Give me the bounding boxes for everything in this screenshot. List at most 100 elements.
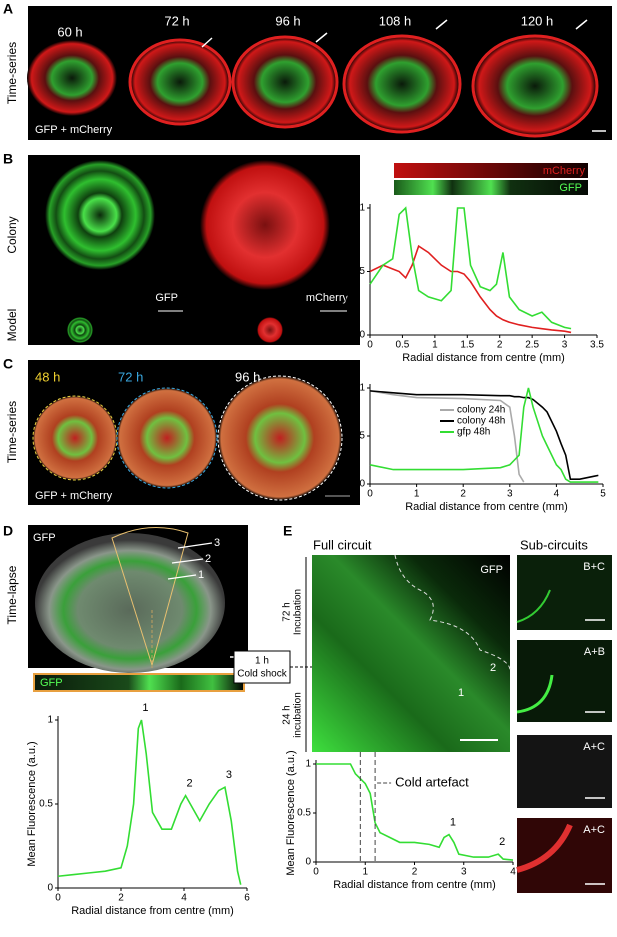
data-line [369, 387, 599, 483]
panel-c: C Time-series 48 h 72 h 96 h GFP + mCher… [3, 356, 360, 505]
y-axis-label: Mean Fluorescence (a.u.) [285, 750, 297, 875]
ring-label: 3 [214, 537, 220, 549]
colony-image [200, 160, 330, 290]
y-tick-label: 0 [359, 330, 365, 341]
intensity-strip [394, 163, 588, 178]
data-line [369, 390, 525, 483]
colony-edge [394, 554, 511, 671]
sub-label: A+C [583, 741, 605, 753]
sub-image-ring [516, 589, 551, 623]
x-tick-label: 4 [554, 489, 560, 500]
x-tick-label: 3 [461, 867, 467, 878]
intensity-strip [394, 180, 588, 195]
phase-box [233, 650, 291, 684]
x-axis-label: Radial distance from centre (mm) [333, 879, 496, 891]
strip-label: GFP [40, 677, 63, 689]
x-tick-label: 4 [510, 867, 516, 878]
colony-image [217, 375, 343, 501]
time-label: 72 h [118, 369, 143, 384]
ring-label: 1 [198, 569, 204, 581]
time-label: 48 h [35, 369, 60, 384]
ring-label: 2 [490, 662, 496, 674]
caption: GFP + mCherry [35, 124, 113, 136]
phase-label: 24 h [282, 705, 293, 724]
artefact-label: Cold artefact [395, 774, 469, 789]
sub-label: A+B [584, 646, 605, 658]
data-line [57, 719, 242, 885]
panel-title: Sub-circuits [520, 537, 588, 552]
image-label: GFP [155, 292, 178, 304]
x-tick-label: 0 [367, 340, 373, 351]
x-tick-label: 3 [562, 340, 568, 351]
x-tick-label: 2 [497, 340, 503, 351]
panel-e: E Full circuit Sub-circuits GFP 1 2 72 h… [233, 523, 612, 893]
ring-label: 2 [205, 553, 211, 565]
row-label: Colony [5, 216, 19, 253]
x-tick-label: 2 [412, 867, 418, 878]
arrows [201, 19, 588, 48]
x-tick-label: 1 [362, 867, 368, 878]
sub-image-ring [516, 823, 573, 873]
data-line [316, 763, 514, 861]
sector-outline [111, 527, 189, 667]
x-tick-label: 2 [118, 893, 124, 904]
x-tick-label: 1 [432, 340, 438, 351]
panel-letter: A [3, 1, 13, 17]
y-tick-label: 1 [359, 383, 365, 394]
caption: GFP + mCherry [35, 490, 113, 502]
colony-image [231, 35, 339, 129]
y-tick-label: 0 [305, 857, 311, 868]
image-label: mCherry [306, 292, 349, 304]
panel-letter: B [3, 151, 13, 167]
panel-letter: D [3, 523, 13, 539]
side-label: Time-series [5, 401, 19, 463]
peak-label: 2 [499, 836, 505, 848]
strip-label: GFP [559, 182, 582, 194]
x-tick-label: 0 [367, 489, 373, 500]
colony-image [35, 533, 225, 673]
panel-d: D Time-lapse GFP 3 2 1 GFP [3, 523, 248, 692]
data-line [369, 206, 572, 330]
sub-image [517, 555, 612, 630]
time-label: 120 h [521, 13, 554, 28]
x-tick-label: 4 [181, 893, 187, 904]
side-label: Time-lapse [5, 565, 19, 624]
phase-label: Cold shock [237, 669, 287, 680]
y-tick-label: 1 [359, 203, 365, 214]
colony-image [32, 395, 118, 481]
x-tick-label: 3.5 [590, 340, 604, 351]
phase-label: Incubation [293, 589, 304, 635]
x-tick-label: 2.5 [525, 340, 539, 351]
panel-title: Full circuit [313, 537, 372, 552]
peak-label: 2 [187, 778, 193, 790]
time-label: 60 h [57, 24, 82, 39]
sub-image-ring [516, 674, 554, 714]
y-tick-label: 1 [47, 715, 53, 726]
x-axis-label: Radial distance from centre (mm) [402, 352, 565, 364]
colony-image [116, 387, 218, 489]
panel-a: A Time-series 60 h 72 h 96 h 108 h 120 h… [3, 1, 612, 140]
scale-bars [585, 619, 605, 885]
x-tick-label: 0 [313, 867, 319, 878]
x-tick-label: 0 [55, 893, 61, 904]
legend-label: gfp 48h [457, 427, 490, 438]
colony-image [45, 160, 155, 270]
legend-label: colony 48h [457, 416, 505, 427]
x-tick-label: 5 [600, 489, 606, 500]
x-tick-label: 0.5 [395, 340, 409, 351]
model-image [257, 317, 283, 343]
y-tick-label: 0 [47, 883, 53, 894]
sub-image [517, 735, 612, 808]
y-axis-label: Mean Fluorescence (a.u.) [26, 741, 38, 866]
row-label: Model [5, 309, 19, 342]
micrograph [312, 555, 510, 752]
x-tick-label: 3 [507, 489, 513, 500]
y-tick-label: 0.5 [39, 799, 53, 810]
x-tick-label: 1.5 [460, 340, 474, 351]
y-tick-label: 0.5 [351, 266, 365, 277]
y-tick-label: 1 [305, 759, 311, 770]
arrows [167, 542, 213, 580]
x-axis-label: Radial distance from centre (mm) [71, 905, 234, 917]
x-tick-label: 1 [414, 489, 420, 500]
